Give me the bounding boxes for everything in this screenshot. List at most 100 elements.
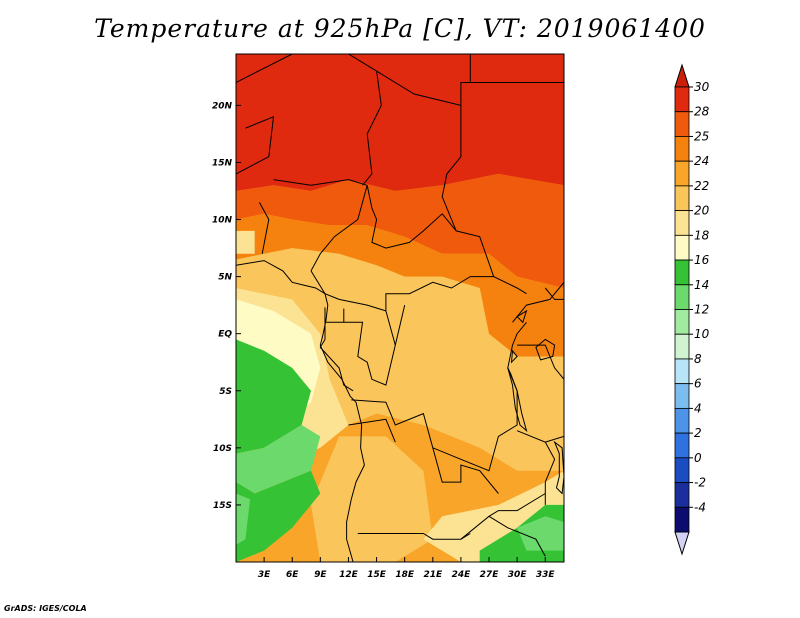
colorbar-swatch: [674, 309, 690, 335]
country-border: [376, 70, 462, 232]
country-border: [512, 281, 564, 323]
colorbar-label: -4: [694, 500, 706, 514]
country-border: [432, 447, 499, 494]
lon-tick-label: 9E: [314, 570, 327, 580]
temp-region-14: [236, 425, 321, 494]
temp-region-28: [236, 173, 564, 288]
lat-tick-label: 20N: [212, 101, 233, 111]
temp-region-22: [311, 436, 433, 562]
temperature-fill-layer: [236, 54, 564, 562]
lon-tick-label: 3E: [258, 570, 271, 580]
country-border: [517, 344, 564, 380]
temp-region-16: [236, 339, 311, 454]
colorbar-swatch: [674, 333, 690, 360]
colorbar-swatch: [674, 259, 690, 286]
colorbar-label: 25: [694, 129, 709, 143]
colorbar-label: -2: [694, 476, 706, 490]
map-frame: [235, 53, 565, 563]
country-border: [516, 430, 556, 505]
colorbar-label: 12: [694, 303, 709, 317]
lat-tick-label: 5N: [218, 273, 232, 283]
boundary-layer: [236, 54, 564, 562]
temp-region-14: [517, 516, 564, 551]
colorbar-swatch: [674, 457, 690, 483]
colorbar-label: 20: [694, 204, 710, 218]
country-border: [343, 310, 396, 386]
country-border: [394, 304, 406, 346]
coastline: [236, 260, 365, 562]
temp-region-22: [236, 248, 564, 471]
lon-tick-label: 21E: [423, 570, 443, 580]
country-border: [324, 307, 345, 323]
colorbar-label: 22: [694, 179, 709, 193]
temp-region-16: [236, 470, 321, 562]
grads-credit: GrADS: IGES/COLA: [4, 604, 87, 613]
temp-region-14: [236, 493, 251, 545]
colorbar-label: 6: [694, 377, 702, 391]
colorbar-swatch: [674, 358, 690, 385]
colorbar-swatch: [674, 136, 690, 162]
country-border: [236, 116, 275, 175]
colorbar-swatch: [674, 234, 690, 261]
colorbar-label: 24: [694, 154, 709, 168]
country-border: [236, 54, 293, 83]
colorbar-swatch: [674, 185, 690, 212]
colorbar-label: 2: [694, 426, 702, 440]
colorbar-swatch: [674, 284, 690, 310]
lon-tick-label: 15E: [367, 570, 387, 580]
colorbar-label: 28: [694, 105, 710, 119]
colorbar-label: 8: [694, 352, 702, 366]
colorbar-swatch: [674, 407, 690, 434]
colorbar-swatch: [674, 432, 690, 459]
colorbar-bottom-arrow: [674, 531, 690, 556]
lon-tick-label: 6E: [286, 570, 299, 580]
lake-outline: [516, 309, 528, 324]
colorbar-swatch: [674, 482, 690, 508]
map-axes: 3E 6E 9E 12E 15E 18E 21E 24E 27E 30E 33E 20N 15N 10N 5…: [212, 101, 556, 580]
lat-tick-label: 10S: [213, 444, 232, 454]
country-border: [258, 202, 270, 254]
country-border: [460, 493, 546, 540]
lake-outline: [507, 367, 528, 433]
lat-tick-label: EQ: [218, 330, 232, 340]
lon-tick-label: 30E: [508, 570, 528, 580]
colorbar-top-arrow: [674, 63, 690, 88]
colorbar-swatch: [674, 160, 690, 187]
lake-outline: [553, 440, 564, 495]
country-border: [310, 270, 494, 312]
lat-tick-label: 5S: [219, 387, 232, 397]
country-border: [357, 533, 471, 540]
lon-tick-label: 27E: [480, 570, 500, 580]
colorbar-label: 16: [694, 253, 710, 267]
country-border: [460, 54, 471, 106]
colorbar-label: 18: [694, 228, 710, 242]
colorbar-label: 0: [694, 451, 702, 465]
map-title: Temperature at 925hPa [C], VT: 201906140…: [94, 14, 706, 43]
colorbar-label: 4: [694, 401, 702, 415]
lon-tick-label: 24E: [452, 570, 472, 580]
lat-tick-label: 15N: [212, 158, 233, 168]
lat-tick-label: 15S: [213, 501, 232, 511]
lake-outline: [535, 338, 556, 361]
temp-region-30: [236, 54, 564, 191]
country-border: [273, 179, 368, 186]
lake-outline: [510, 349, 518, 364]
lon-tick-label: 18E: [395, 570, 415, 580]
country-border: [351, 321, 527, 472]
lon-tick-label: 33E: [536, 570, 556, 580]
temp-region-25: [236, 213, 564, 357]
colorbar-label: 30: [694, 80, 710, 94]
lon-tick-label: 12E: [339, 570, 359, 580]
country-border: [545, 435, 564, 443]
colorbar-swatch: [674, 86, 690, 113]
country-border: [348, 54, 382, 186]
map-plot-area: [235, 53, 565, 563]
colorbar-swatch: [674, 210, 690, 236]
colorbar-label: 14: [694, 278, 709, 292]
colorbar-label: 10: [694, 327, 710, 341]
country-border: [488, 515, 546, 557]
country-border: [310, 185, 368, 272]
colorbar-swatch: [674, 506, 690, 533]
